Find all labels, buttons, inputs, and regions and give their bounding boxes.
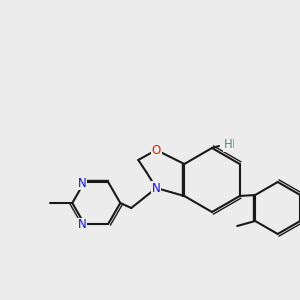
Text: H: H [226, 139, 234, 152]
Text: O: O [152, 143, 161, 157]
Text: N: N [78, 177, 87, 190]
Text: N: N [78, 218, 87, 231]
Text: N: N [152, 182, 161, 194]
Text: H: H [224, 139, 232, 152]
